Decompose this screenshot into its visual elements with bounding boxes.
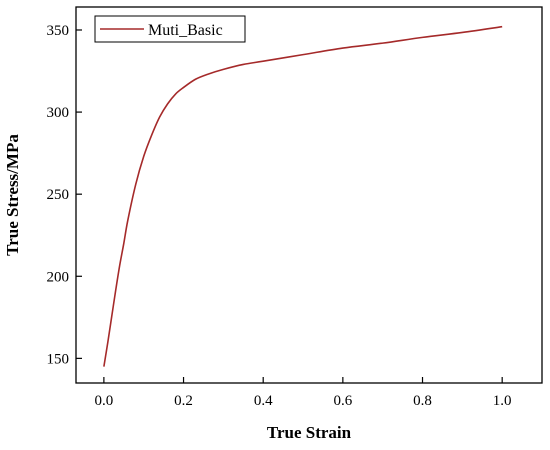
ticks-layer: 0.0 0.2 0.4 0.6 0.8 1.0 150 200 250 300 350 [47, 23, 512, 409]
y-axis-title: True Stress/MPa [3, 134, 22, 256]
x-tick-label: 1.0 [493, 393, 512, 409]
y-tick-label: 150 [47, 351, 70, 367]
x-tick-label: 0.0 [95, 393, 114, 409]
y-tick-label: 200 [47, 269, 70, 285]
series-layer [103, 25, 503, 367]
x-tick-label: 0.4 [254, 393, 273, 409]
y-tick-label: 250 [47, 187, 70, 203]
x-axis-title: True Strain [267, 423, 352, 442]
y-tick-label: 300 [47, 105, 70, 121]
y-tick-label: 350 [47, 23, 70, 39]
plot-frame [75, 6, 543, 384]
legend: Muti_Basic [94, 15, 246, 43]
x-tick-label: 0.2 [174, 393, 193, 409]
x-tick-label: 0.6 [333, 393, 352, 409]
legend-label-muti-basic: Muti_Basic [148, 22, 223, 39]
series-line-muti-basic [103, 25, 503, 367]
x-tick-label: 0.8 [413, 393, 432, 409]
